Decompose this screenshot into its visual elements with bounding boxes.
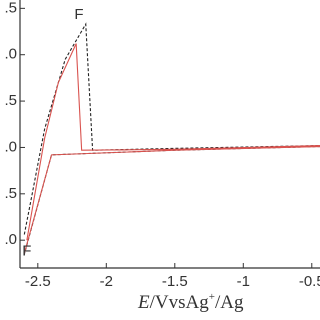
series-line [23, 43, 320, 255]
x-label-tail: /Ag [215, 292, 244, 313]
x-label-text: /VvsAg [150, 292, 210, 313]
y-tick-label: .0 [4, 138, 17, 155]
x-label-sup: + [209, 291, 215, 303]
x-label-italic: E [137, 292, 150, 313]
annotation: F [22, 242, 31, 259]
y-tick-label: .5 [4, 92, 17, 109]
x-tick-label: -1.5 [162, 273, 188, 290]
x-tick-label: -2.5 [25, 273, 51, 290]
x-tick-label: -2 [100, 273, 113, 290]
y-tick-label: .0 [4, 231, 17, 248]
annotation: F [74, 6, 83, 23]
series-line [23, 22, 320, 256]
y-tick-label: .0 [4, 46, 17, 63]
x-axis-label: E/VvsAg+/Ag [137, 291, 244, 314]
x-tick-label: -1 [237, 273, 250, 290]
y-tick-label: .5 [4, 0, 17, 16]
x-tick-label: -0.5 [299, 273, 320, 290]
y-tick-label: .5 [4, 185, 17, 202]
